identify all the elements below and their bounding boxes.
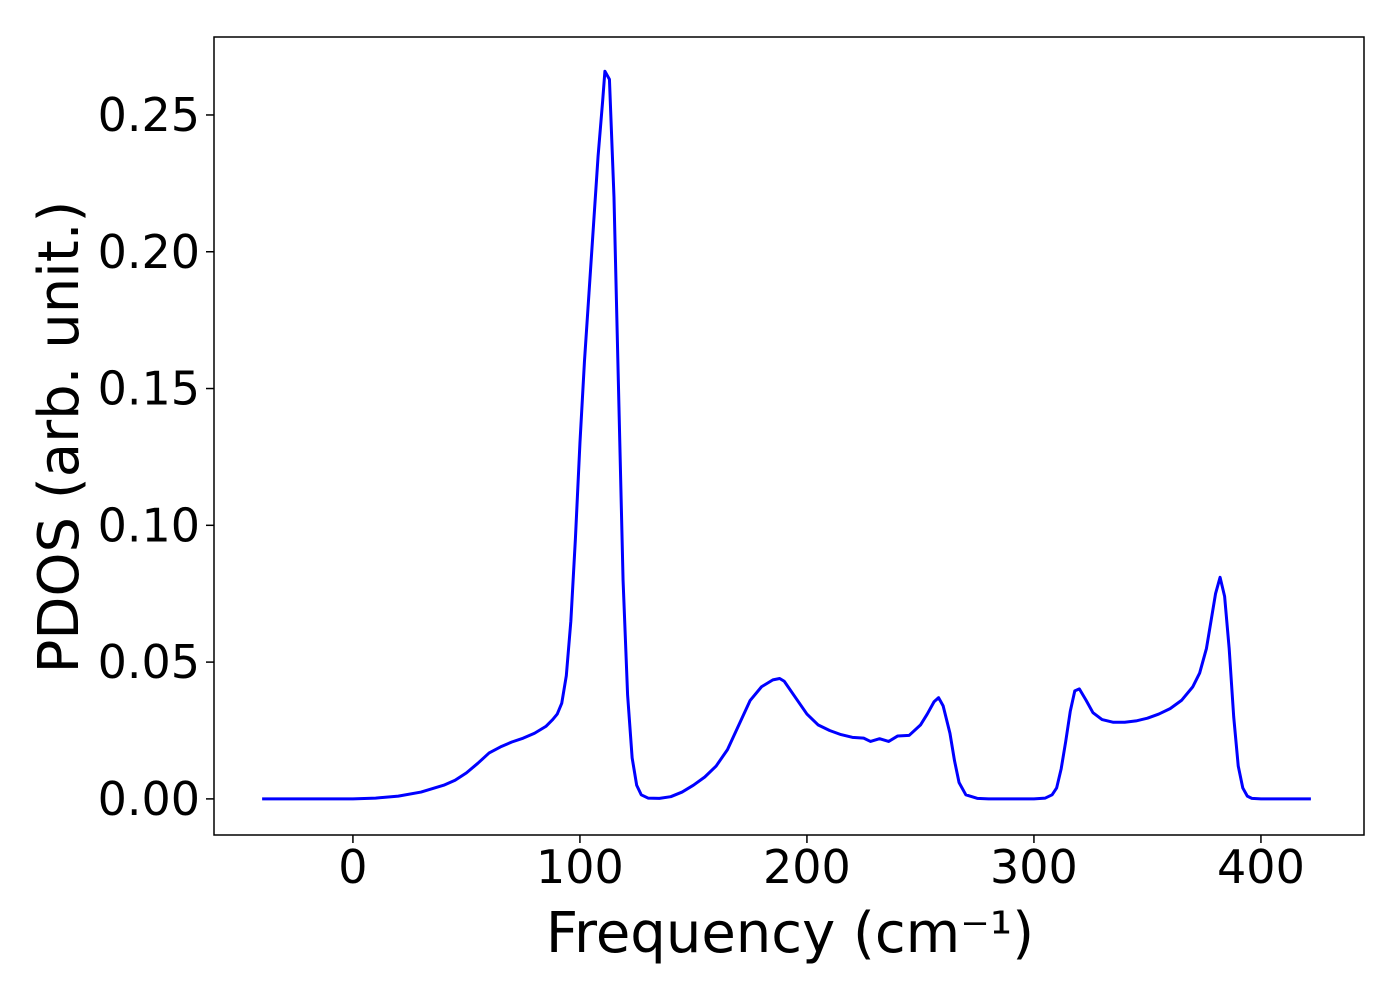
y-tick-label: 0.00 bbox=[98, 772, 200, 826]
y-tick-label: 0.05 bbox=[98, 635, 200, 689]
y-tick-label: 0.25 bbox=[98, 88, 200, 142]
x-tick-label: 300 bbox=[990, 840, 1078, 894]
x-tick-label: 200 bbox=[763, 840, 851, 894]
x-tick-label: 400 bbox=[1217, 840, 1305, 894]
plot-frame bbox=[213, 36, 1365, 836]
y-axis-label: PDOS (arb. unit.) bbox=[27, 201, 92, 674]
y-tick-label: 0.15 bbox=[98, 362, 200, 416]
x-tick-label: 100 bbox=[536, 840, 624, 894]
line bbox=[262, 69, 1311, 801]
y-tick-label: 0.10 bbox=[98, 498, 200, 552]
y-tick-label: 0.20 bbox=[98, 225, 200, 279]
x-axis-label: Frequency (cm⁻¹) bbox=[546, 901, 1034, 966]
x-tick-label: 0 bbox=[338, 840, 367, 894]
